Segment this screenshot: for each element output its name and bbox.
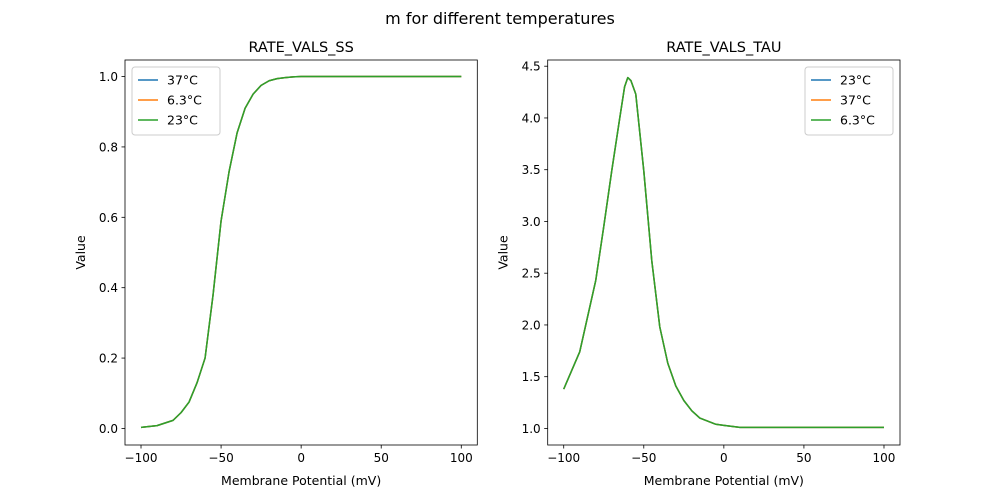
x-axis-label: Membrane Potential (mV)	[644, 473, 804, 488]
legend: 23°C 37°C 6.3°C	[804, 66, 894, 136]
x-axis-label: Membrane Potential (mV)	[221, 473, 381, 488]
subplot-title: RATE_VALS_TAU	[666, 40, 781, 56]
y-tick-label: 0.0	[99, 422, 118, 436]
x-tick-label: 50	[796, 451, 811, 465]
subplot-0: −100 −50 0 50 100 0.0 0.2 0.4 0.6 0.8 1.0 RATE_VALS…	[73, 40, 478, 488]
y-tick-label: 4.0	[522, 111, 541, 125]
figure-suptitle: m for different temperatures	[385, 9, 615, 28]
y-tick-label: 0.4	[99, 281, 118, 295]
legend-frame	[131, 66, 221, 136]
y-tick-label: 2.5	[522, 267, 541, 281]
legend-label-0: 37°C	[167, 73, 198, 88]
x-tick-label: 50	[374, 451, 389, 465]
series-line-2	[563, 76, 884, 429]
y-tick-label: 0.6	[99, 211, 118, 225]
x-tick-label: −100	[125, 451, 158, 465]
y-tick-label: 3.5	[522, 163, 541, 177]
y-tick-label: 3.0	[522, 215, 541, 229]
x-tick-label: −50	[208, 451, 233, 465]
y-tick-label: 0.8	[99, 140, 118, 154]
y-tick-label: 4.5	[522, 60, 541, 74]
x-tick-label: −50	[631, 451, 656, 465]
subplot-1: −100 −50 0 50 100 1.0 1.5 2.0 2.5 3.0 3.5 4.0 4.5 RAT…	[496, 40, 901, 488]
x-tick-label: 0	[720, 451, 728, 465]
y-tick-label: 0.2	[99, 352, 118, 366]
y-axis-label: Value	[73, 235, 88, 270]
legend-frame	[804, 66, 894, 136]
y-tick-label: 1.0	[99, 70, 118, 84]
legend-label-0: 23°C	[840, 73, 871, 88]
y-tick-label: 1.0	[522, 422, 541, 436]
x-tick-label: 100	[873, 451, 896, 465]
series-line-2	[140, 75, 462, 429]
y-tick-label: 1.5	[522, 370, 541, 384]
x-tick-label: 0	[297, 451, 305, 465]
legend-label-2: 23°C	[167, 113, 198, 128]
y-tick-label: 2.0	[522, 318, 541, 332]
legend-label-1: 6.3°C	[167, 93, 202, 108]
legend: 37°C 6.3°C 23°C	[131, 66, 221, 136]
y-axis-label: Value	[496, 235, 511, 270]
x-tick-label: 100	[450, 451, 473, 465]
subplot-title: RATE_VALS_SS	[248, 40, 353, 56]
x-tick-label: −100	[547, 451, 580, 465]
legend-label-1: 37°C	[840, 93, 871, 108]
legend-label-2: 6.3°C	[840, 113, 875, 128]
